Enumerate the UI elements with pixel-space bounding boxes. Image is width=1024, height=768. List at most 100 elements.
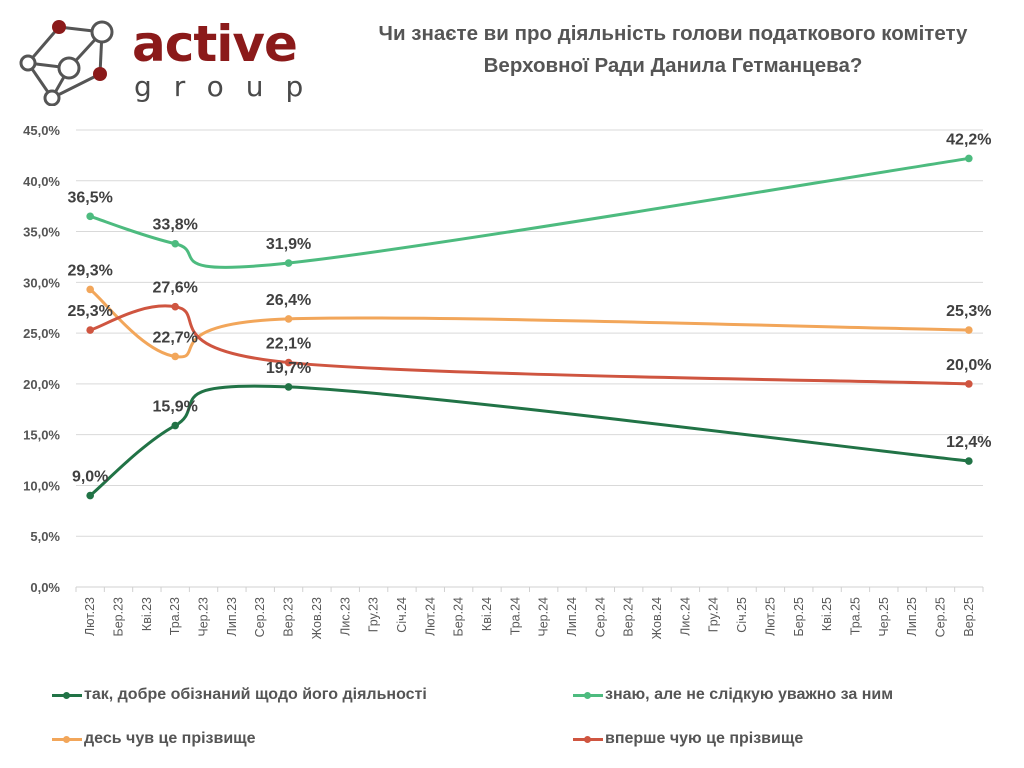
data-point <box>86 491 94 500</box>
x-tick-label: Тра.24 <box>508 597 522 635</box>
x-tick-label: Кві.25 <box>820 597 834 631</box>
legend-line-marker-icon <box>573 690 603 700</box>
data-point <box>171 302 180 311</box>
data-label: 15,9% <box>153 399 198 416</box>
data-point <box>965 380 973 388</box>
data-label: 26,4% <box>266 292 311 309</box>
x-tick-label: Чер.24 <box>537 597 551 637</box>
x-tick-label: Лют.24 <box>423 597 437 636</box>
y-tick-label: 15,0% <box>23 428 60 443</box>
y-tick-label: 10,0% <box>23 478 60 493</box>
data-label: 25,3% <box>67 303 112 320</box>
data-point <box>86 326 94 334</box>
x-tick-label: Лип.25 <box>905 597 919 636</box>
chart-title: Чи знаєте ви про діяльність голови подат… <box>320 18 1024 82</box>
data-labels: 9,0% 15,9% 19,7% 12,4% 36,5% 33,8% 31,9% 42,2% 2… <box>67 131 991 485</box>
logo-brand-text: active <box>132 15 298 73</box>
data-point <box>171 239 180 248</box>
legend-item: так, добре обізнаний щодо його діяльност… <box>52 686 427 704</box>
legend: так, добре обізнаний щодо його діяльност… <box>0 680 1024 760</box>
y-tick-label: 0,0% <box>30 580 60 595</box>
y-axis: 0,0% 5,0% 10,0% 15,0% 20,0% 25,0% 30,0% 35,0% 40… <box>23 123 60 595</box>
series-line <box>88 304 971 386</box>
legend-label: вперше чую це прізвище <box>605 730 804 747</box>
y-tick-label: 40,0% <box>23 174 60 189</box>
data-label: 25,3% <box>946 303 991 320</box>
x-tick-label: Жов.24 <box>650 597 664 639</box>
y-tick-label: 25,0% <box>23 326 60 341</box>
data-label: 33,8% <box>153 217 198 234</box>
line-chart: 0,0% 5,0% 10,0% 15,0% 20,0% 25,0% 30,0% 35,0% 40… <box>23 123 991 639</box>
x-tick-label: Чер.25 <box>877 597 891 637</box>
x-tick-label: Лют.23 <box>83 597 97 636</box>
data-label: 20,0% <box>946 357 991 374</box>
x-tick-label: Чер.23 <box>197 597 211 637</box>
x-tick-label: Тра.25 <box>848 597 862 635</box>
x-tick-label: Бер.25 <box>792 597 806 637</box>
x-tick-label: Сер.23 <box>253 597 267 637</box>
active-group-logo: active group <box>14 14 304 106</box>
gridlines <box>76 129 983 537</box>
data-label: 42,2% <box>946 131 991 148</box>
legend-line-marker-icon <box>52 690 82 700</box>
x-tick-label: Бер.24 <box>452 597 466 637</box>
data-label: 19,7% <box>266 360 311 377</box>
legend-label: десь чув це прізвище <box>84 730 256 747</box>
network-logo-icon <box>19 20 114 106</box>
series-line <box>88 287 971 359</box>
x-tick-label: Січ.25 <box>735 597 749 633</box>
data-point <box>284 358 293 367</box>
x-tick-label: Бер.23 <box>112 597 126 637</box>
x-tick-label: Січ.24 <box>395 597 409 633</box>
data-point <box>965 457 973 465</box>
x-tick-label: Гру.24 <box>707 597 721 632</box>
x-tick-label: Сер.24 <box>593 597 607 637</box>
data-point <box>86 285 94 294</box>
legend-item: знаю, але не слідкую уважно за ним <box>573 686 893 704</box>
data-label: 36,5% <box>67 189 112 206</box>
series-line <box>88 384 971 498</box>
data-point <box>86 212 94 221</box>
x-tick-label: Вер.25 <box>962 597 976 637</box>
series-lines <box>86 154 973 500</box>
data-label: 22,1% <box>266 336 311 353</box>
x-tick-label: Кві.24 <box>480 597 494 631</box>
x-tick-label: Лис.23 <box>338 597 352 636</box>
y-tick-label: 35,0% <box>23 225 60 240</box>
x-tick-label: Лют.25 <box>763 597 777 636</box>
legend-item: вперше чую це прізвище <box>573 730 803 748</box>
data-point <box>284 315 293 323</box>
x-tick-label: Вер.23 <box>282 597 296 637</box>
data-label: 29,3% <box>67 262 112 279</box>
y-tick-label: 20,0% <box>23 377 60 392</box>
data-label: 31,9% <box>266 236 311 253</box>
x-tick-label: Лис.24 <box>678 597 692 636</box>
x-tick-label: Лип.23 <box>225 597 239 636</box>
data-label: 9,0% <box>72 469 108 486</box>
y-tick-label: 30,0% <box>23 275 60 290</box>
data-point <box>171 352 180 361</box>
data-point <box>284 383 293 391</box>
data-point <box>171 421 180 430</box>
legend-line-marker-icon <box>52 734 82 744</box>
legend-label: знаю, але не слідкую уважно за ним <box>605 686 894 703</box>
logo-sub-text: group <box>134 70 326 103</box>
x-tick-label: Лип.24 <box>565 597 579 636</box>
x-tick-label: Кві.23 <box>140 597 154 631</box>
legend-line-marker-icon <box>573 734 603 744</box>
data-point <box>965 326 973 334</box>
x-tick-label: Сер.25 <box>933 597 947 637</box>
x-tick-label: Вер.24 <box>622 597 636 637</box>
series-line <box>88 156 971 269</box>
chart-title-line-2: Верховної Ради Данила Гетманцева? <box>483 54 863 77</box>
x-tick-label: Гру.23 <box>367 597 381 632</box>
y-tick-label: 45,0% <box>23 123 60 138</box>
legend-label: так, добре обізнаний щодо його діяльност… <box>84 686 427 703</box>
data-label: 12,4% <box>946 434 991 451</box>
x-axis: Лют.23 Бер.23 Кві.23 Тра.23 Чер.23 Лип.23 Сер.… <box>75 586 984 639</box>
x-tick-label: Тра.23 <box>168 597 182 635</box>
chart-title-line-1: Чи знаєте ви про діяльність голови подат… <box>378 22 968 45</box>
data-point <box>284 259 293 267</box>
data-point <box>965 154 973 163</box>
data-label: 22,7% <box>153 329 198 346</box>
